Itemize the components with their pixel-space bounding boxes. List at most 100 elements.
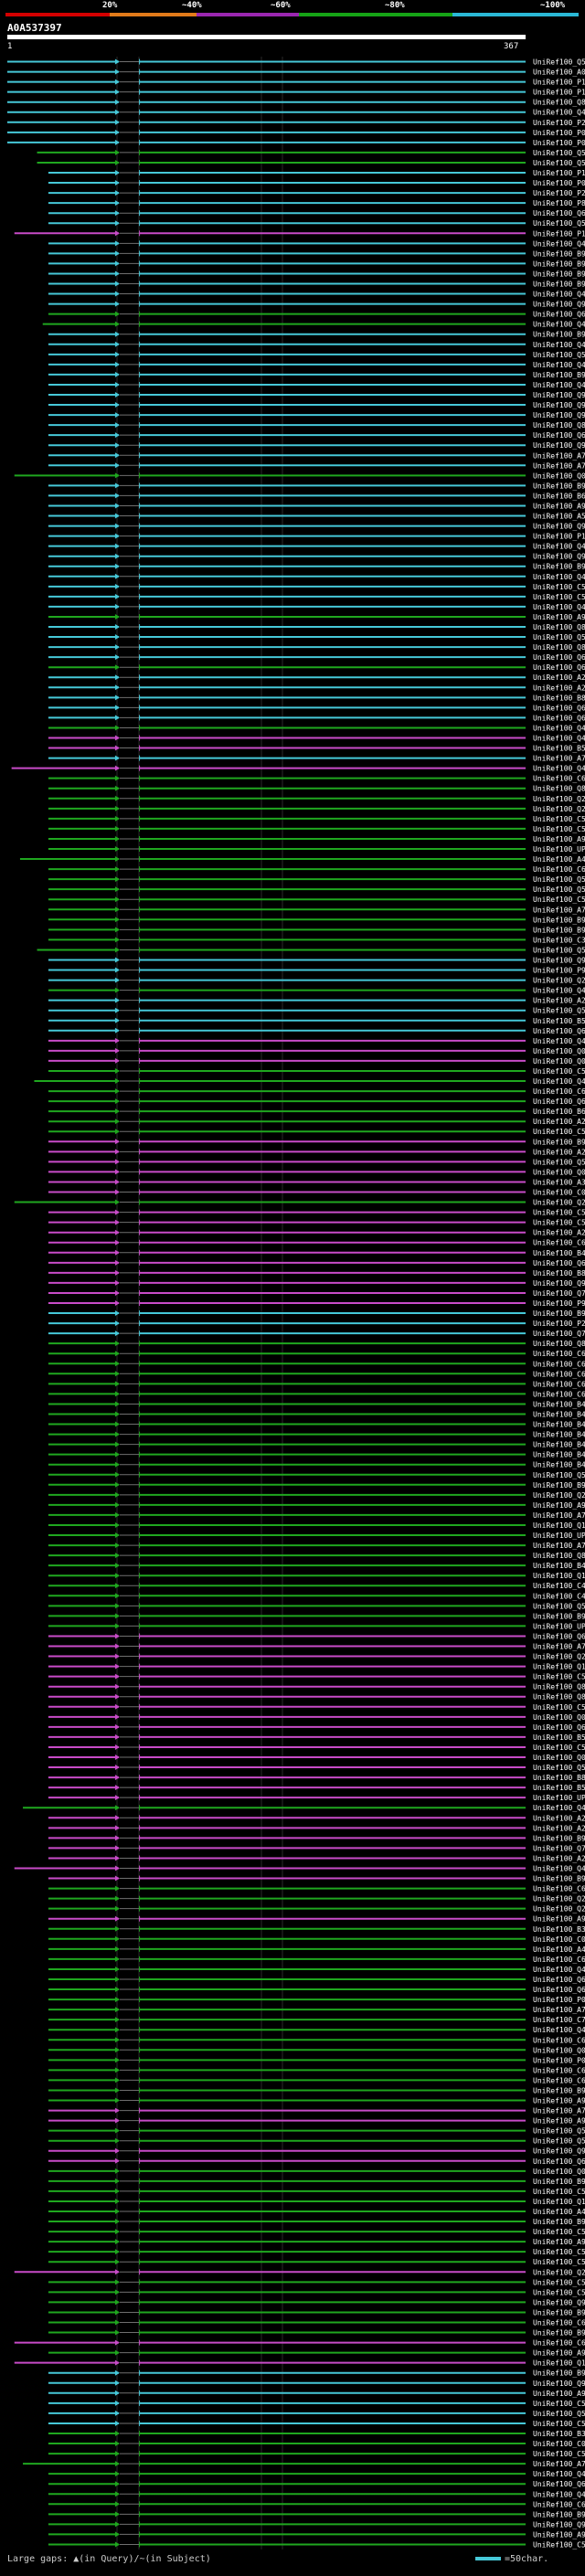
hit-row[interactable]: UniRef100_A9ULV9	[48, 2097, 585, 2105]
hit-label[interactable]: UniRef100_C6ETA4	[533, 1380, 585, 1388]
hit-label[interactable]: UniRef100_B9FUV8	[533, 1138, 585, 1146]
hit-row[interactable]: UniRef100_Q6T1C8	[48, 704, 585, 712]
hit-label[interactable]: UniRef100_Q6T1D0	[533, 653, 585, 662]
hit-label[interactable]: UniRef100_Q9FX79	[533, 2380, 585, 2388]
hit-label[interactable]: UniRef100_Q6V7W6	[533, 2157, 585, 2166]
hit-label[interactable]: UniRef100_UPI000...	[533, 1622, 585, 1630]
hit-row[interactable]: UniRef100_Q6B1T2	[48, 1986, 585, 1994]
hit-row[interactable]: UniRef100_C5YS47	[48, 2400, 585, 2408]
hit-label[interactable]: UniRef100_A7QBY3	[533, 2460, 585, 2468]
hit-label[interactable]: UniRef100_Q5U114	[533, 1764, 585, 1772]
hit-label[interactable]: UniRef100_Q0ZH57	[533, 472, 585, 480]
hit-row[interactable]: UniRef100_P17180	[48, 169, 585, 177]
hit-label[interactable]: UniRef100_B9GY19	[533, 270, 585, 278]
hit-row[interactable]: UniRef100_Q6UBK7	[48, 663, 585, 672]
hit-label[interactable]: UniRef100_B9GLK5	[533, 260, 585, 268]
hit-row[interactable]: UniRef100_C4J3J6	[48, 1582, 585, 1590]
hit-label[interactable]: UniRef100_Q43101	[533, 239, 585, 248]
hit-label[interactable]: UniRef100_Q9SVG6	[533, 956, 585, 964]
hit-row[interactable]: UniRef100_B5U1R2	[48, 745, 585, 753]
hit-label[interactable]: UniRef100_C6SDF4	[533, 865, 585, 874]
hit-label[interactable]: UniRef100_C5XSR6	[533, 815, 585, 823]
hit-row[interactable]: UniRef100_C5X5K4	[48, 2248, 585, 2256]
hit-label[interactable]: UniRef100_A2YFX7	[533, 1854, 585, 1862]
hit-row[interactable]: UniRef100_Q9ZP85	[48, 301, 585, 309]
hit-row[interactable]: UniRef100_A9PD85	[48, 502, 585, 510]
hit-row[interactable]: UniRef100_Q5J8H1	[48, 1602, 585, 1610]
hit-row[interactable]: UniRef100_Q9S1I6	[48, 2298, 585, 2306]
hit-row[interactable]: UniRef100_B9GLM2	[48, 249, 585, 258]
hit-row[interactable]: UniRef100_C3VSJ7	[48, 936, 585, 944]
hit-label[interactable]: UniRef100_A2Y1U0	[533, 1814, 585, 1822]
hit-label[interactable]: UniRef100_B9TH56	[533, 1875, 585, 1883]
hit-row[interactable]: UniRef100_B9GLK8	[48, 371, 585, 379]
hit-label[interactable]: UniRef100_C5XYX0	[533, 825, 585, 833]
hit-row[interactable]: UniRef100_B9GLK5	[48, 260, 585, 268]
hit-label[interactable]: UniRef100_C0PEP6	[533, 1935, 585, 1944]
hit-label[interactable]: UniRef100_A3430E	[533, 1178, 585, 1186]
hit-row[interactable]: UniRef100_C6ETB0	[48, 775, 585, 783]
hit-row[interactable]: UniRef100_A7NUS2	[48, 1643, 585, 1651]
hit-label[interactable]: UniRef100_C6ET43	[533, 1390, 585, 1398]
hit-row[interactable]: UniRef100_Q43100	[42, 321, 585, 329]
hit-row[interactable]: UniRef100_A7PJJ8	[48, 2107, 585, 2115]
hit-row[interactable]: UniRef100_A2Z964	[48, 684, 585, 692]
hit-label[interactable]: UniRef100_Q0J988	[533, 1713, 585, 1722]
hit-row[interactable]: UniRef100_B9T9P2	[48, 926, 585, 934]
hit-row[interactable]: UniRef100_A2Z4F3	[48, 1118, 585, 1126]
hit-label[interactable]: UniRef100_C4J3J6	[533, 1582, 585, 1590]
hit-label[interactable]: UniRef100_Q9SGW1	[533, 1279, 585, 1288]
hit-label[interactable]: UniRef100_A9NUJ5	[533, 2117, 585, 2125]
hit-row[interactable]: UniRef100_Q5JKN8	[48, 633, 585, 641]
hit-label[interactable]: UniRef100_A9NT45	[533, 1501, 585, 1510]
hit-label[interactable]: UniRef100_C5WUV1	[533, 2288, 585, 2296]
hit-label[interactable]: UniRef100_Q8T6M8	[533, 99, 585, 107]
hit-label[interactable]: UniRef100_Q6UBM4	[533, 311, 585, 319]
hit-row[interactable]: UniRef100_Q08IT3	[48, 2046, 585, 2054]
hit-row[interactable]: UniRef100_B9SPD2	[48, 2510, 585, 2518]
hit-row[interactable]: UniRef100_P06241	[48, 2056, 585, 2064]
hit-label[interactable]: UniRef100_P15233	[533, 89, 585, 97]
hit-label[interactable]: UniRef100_Q42905	[533, 1077, 585, 1086]
hit-label[interactable]: UniRef100_Q0JN34	[533, 1047, 585, 1055]
hit-label[interactable]: UniRef100_B9SPP7	[533, 2218, 585, 2226]
hit-row[interactable]: UniRef100_Q0JN34	[48, 1047, 585, 1055]
hit-label[interactable]: UniRef100_Q2HXV0	[533, 795, 585, 803]
hit-label[interactable]: UniRef100_Q6S300	[533, 1097, 585, 1106]
hit-row[interactable]: UniRef100_Q9XIT4	[48, 411, 585, 419]
hit-row[interactable]: UniRef100_UPI000...	[48, 1622, 585, 1630]
hit-label[interactable]: UniRef100_A5AZ59	[533, 513, 585, 521]
hit-label[interactable]: UniRef100_Q23790	[533, 1199, 585, 1207]
hit-row[interactable]: UniRef100_Q43774	[48, 603, 585, 611]
hit-label[interactable]: UniRef100_B4F6F4	[533, 1400, 585, 1408]
hit-label[interactable]: UniRef100_Q22443	[533, 977, 585, 985]
hit-row[interactable]: UniRef100_UPI000...	[48, 1794, 585, 1802]
hit-row[interactable]: UniRef100_C5Y108	[48, 1209, 585, 1217]
hit-label[interactable]: UniRef100_C6JSB7	[533, 1956, 585, 1964]
hit-row[interactable]: UniRef100_Q8W174	[48, 643, 585, 652]
hit-row[interactable]: UniRef100_B9I198	[48, 2086, 585, 2094]
hit-row[interactable]: UniRef100_P04433	[7, 129, 585, 137]
hit-row[interactable]: UniRef100_Q0P100	[48, 1168, 585, 1176]
hit-row[interactable]: UniRef100_Q5JEM3	[48, 1471, 585, 1479]
hit-row[interactable]: UniRef100_Q5CYT4	[48, 219, 585, 228]
hit-row[interactable]: UniRef100_C5WRN4	[48, 2258, 585, 2266]
hit-label[interactable]: UniRef100_C5Z469	[533, 1219, 585, 1227]
hit-row[interactable]: UniRef100_Q6V7W6	[48, 2157, 585, 2166]
hit-label[interactable]: UniRef100_Q9S1I6	[533, 2298, 585, 2306]
hit-label[interactable]: UniRef100_A9NU17	[533, 2390, 585, 2398]
hit-label[interactable]: UniRef100_B4F6E8	[533, 1431, 585, 1439]
hit-row[interactable]: UniRef100_Q1RP58	[48, 2198, 585, 2206]
hit-label[interactable]: UniRef100_B5U1L3	[533, 1017, 585, 1025]
hit-row[interactable]: UniRef100_B4F6F1	[48, 1249, 585, 1257]
hit-label[interactable]: UniRef100_Q5LHB9	[533, 58, 585, 67]
hit-label[interactable]: UniRef100_Q5QKB0	[533, 351, 585, 359]
hit-label[interactable]: UniRef100_P06241	[533, 2056, 585, 2064]
hit-row[interactable]: UniRef100_B9F719	[48, 331, 585, 339]
hit-label[interactable]: UniRef100_B9FE08	[533, 1834, 585, 1842]
hit-label[interactable]: UniRef100_A7PJJ8	[533, 2107, 585, 2115]
hit-label[interactable]: UniRef100_P04211	[533, 179, 585, 187]
hit-label[interactable]: UniRef100_B9I349	[533, 2308, 585, 2316]
hit-label[interactable]: UniRef100_Q53YQ4	[533, 885, 585, 894]
hit-row[interactable]: UniRef100_A9NN21	[48, 1915, 585, 1924]
